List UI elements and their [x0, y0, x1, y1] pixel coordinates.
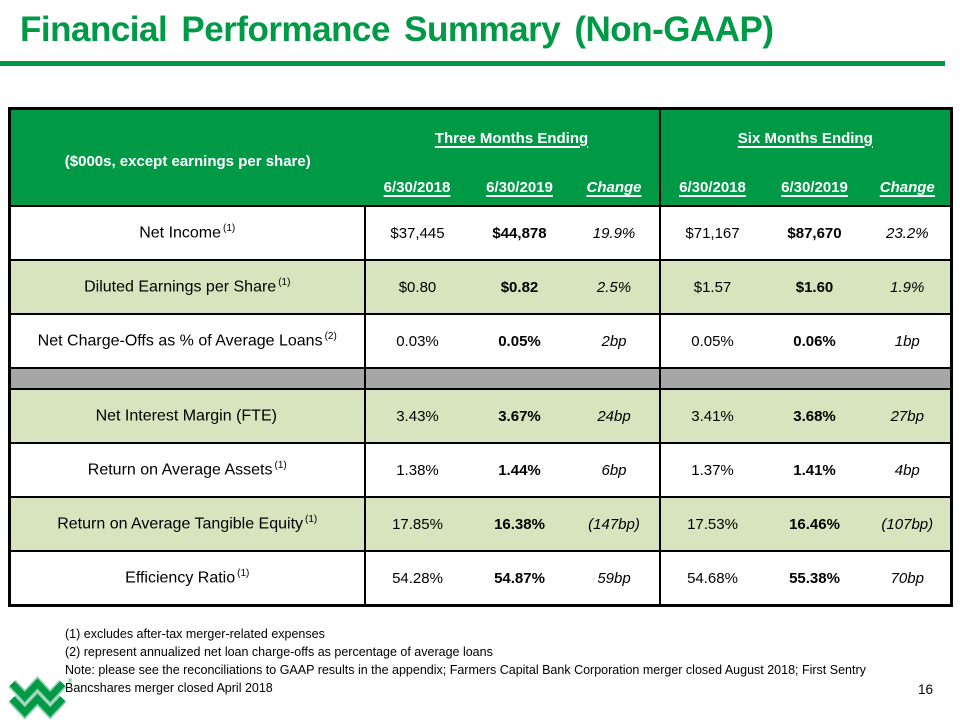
group-header-six-months: Six Months Ending: [658, 108, 952, 158]
cell: 1bp: [864, 313, 952, 369]
row-label: Return on Average Assets (1): [9, 442, 366, 498]
cell: 0.05%: [658, 313, 765, 369]
footnote-note: Note: please see the reconciliations to …: [65, 663, 866, 695]
cell: 3.43%: [364, 388, 470, 444]
cell: 54.28%: [364, 550, 470, 607]
cell: 3.68%: [764, 388, 865, 444]
cell: 55.38%: [764, 550, 865, 607]
wesbanco-w-logo: ®: [3, 675, 77, 720]
cell: 4bp: [864, 442, 952, 498]
row-label: Diluted Earnings per Share (1): [9, 259, 366, 315]
svg-text:®: ®: [68, 678, 73, 685]
col-header-3m-change: Change: [569, 158, 660, 207]
table-row-net-charge-offs: Net Charge-Offs as % of Average Loans (2)…: [9, 313, 952, 369]
row-label: Net Income (1): [9, 205, 366, 261]
corner-label-text: ($000s, except earnings per share): [64, 153, 311, 170]
cell: 17.53%: [658, 496, 765, 552]
cell: 3.41%: [658, 388, 765, 444]
col-header-6m-change: Change: [864, 158, 952, 207]
footnote-2: (2) represent annualized net loan charge…: [65, 645, 493, 659]
table-group-header-row: ($000s, except earnings per share) Three…: [9, 108, 952, 206]
cell: 27bp: [864, 388, 952, 444]
cell: $1.60: [764, 259, 865, 315]
group-header-three-months: Three Months Ending: [364, 108, 660, 158]
cell: 1.41%: [764, 442, 865, 498]
table-column-header-row: 6/30/2018 6/30/2019 Change 6/30/2018 6/3…: [10, 158, 952, 207]
footnotes-block: (1) excludes after-tax merger-related ex…: [65, 625, 917, 697]
footnote-1: (1) excludes after-tax merger-related ex…: [65, 627, 325, 641]
group-label-text: Six Months Ending: [737, 129, 873, 147]
cell: $0.82: [469, 259, 570, 315]
cell: 1.38%: [364, 442, 470, 498]
cell: 0.05%: [469, 313, 570, 369]
table-separator-row: [9, 367, 952, 390]
w-zigzag-icon: ®: [8, 676, 73, 720]
row-label: Return on Average Tangible Equity (1): [9, 496, 366, 552]
table-row-return-on-avg-tangible-equity: Return on Average Tangible Equity (1) 17.…: [9, 496, 952, 552]
cell: 3.67%: [469, 388, 570, 444]
cell: 1.37%: [658, 442, 765, 498]
col-header-6m-2019: 6/30/2019: [764, 158, 865, 207]
table-row-net-income: Net Income (1) $37,445 $44,878 19.9% $71,…: [9, 205, 952, 261]
table-row-return-on-avg-assets: Return on Average Assets (1) 1.38% 1.44% …: [9, 442, 952, 498]
group-label-text: Three Months Ending: [434, 129, 589, 147]
table-row-diluted-eps: Diluted Earnings per Share (1) $0.80 $0.8…: [9, 259, 952, 315]
cell: (147bp): [569, 496, 660, 552]
col-header-6m-2018: 6/30/2018: [658, 158, 765, 207]
cell: 16.46%: [764, 496, 865, 552]
cell: 70bp: [864, 550, 952, 607]
cell: $37,445: [364, 205, 470, 261]
col-header-3m-2018: 6/30/2018: [364, 158, 470, 207]
cell: 59bp: [569, 550, 660, 607]
row-label: Efficiency Ratio (1): [9, 550, 366, 607]
cell: $87,670: [764, 205, 865, 261]
financial-summary-table: ($000s, except earnings per share) Three…: [8, 107, 954, 607]
table-row-net-interest-margin: Net Interest Margin (FTE) 3.43% 3.67% 24…: [9, 388, 952, 444]
cell: (107bp): [864, 496, 952, 552]
table-corner-label: ($000s, except earnings per share): [9, 108, 365, 206]
cell: 0.06%: [764, 313, 865, 369]
cell: 2.5%: [569, 259, 660, 315]
cell: 17.85%: [364, 496, 470, 552]
cell: 2bp: [569, 313, 660, 369]
row-label: Net Charge-Offs as % of Average Loans (2): [9, 313, 366, 369]
page-number: 16: [918, 682, 934, 697]
cell: 54.68%: [658, 550, 765, 607]
cell: $0.80: [364, 259, 470, 315]
cell: 1.44%: [469, 442, 570, 498]
cell: $44,878: [469, 205, 570, 261]
row-label: Net Interest Margin (FTE): [9, 388, 366, 444]
cell: 24bp: [569, 388, 660, 444]
cell: 0.03%: [364, 313, 470, 369]
page-title: Financial Performance Summary (Non-GAAP): [20, 10, 774, 49]
cell: 16.38%: [469, 496, 570, 552]
cell: 23.2%: [864, 205, 952, 261]
title-underline-rule: [0, 61, 945, 66]
cell: $71,167: [658, 205, 765, 261]
cell: 19.9%: [569, 205, 660, 261]
col-header-3m-2019: 6/30/2019: [469, 158, 570, 207]
cell: 1.9%: [864, 259, 952, 315]
cell: $1.57: [658, 259, 765, 315]
cell: 6bp: [569, 442, 660, 498]
table-row-efficiency-ratio: Efficiency Ratio (1) 54.28% 54.87% 59bp 5…: [9, 550, 952, 607]
cell: 54.87%: [469, 550, 570, 607]
